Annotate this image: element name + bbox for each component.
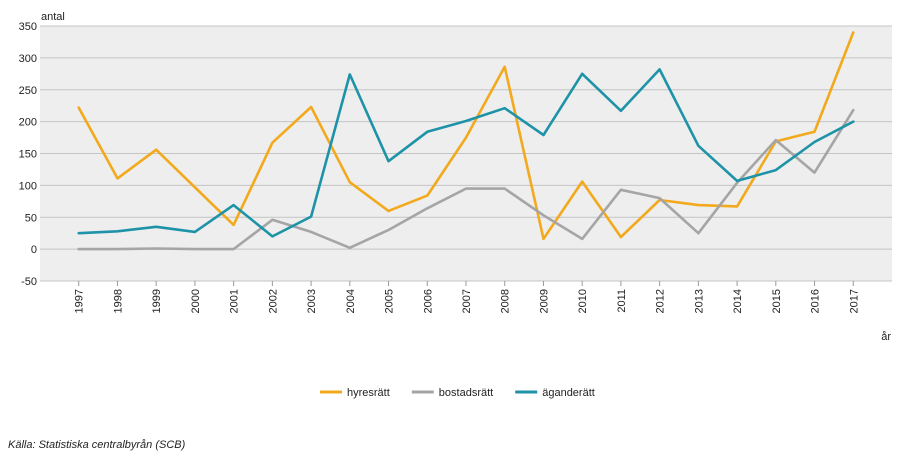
x-tick-label: 1999 [151,289,163,313]
y-tick-label: 150 [19,149,37,161]
x-axis-label: år [881,331,891,343]
legend-label: bostadsrätt [439,387,493,399]
x-tick-label: 2009 [538,289,550,313]
x-tick-label: 2003 [306,289,318,313]
legend-label: hyresrätt [347,387,390,399]
x-tick-label: 2000 [190,289,202,313]
x-tick-label: 2008 [500,289,512,313]
x-tick-label: 2015 [771,289,783,313]
y-tick-label: 250 [19,85,37,97]
series-line [77,68,855,238]
x-tick-label: 2001 [229,289,241,313]
y-tick-label: -50 [21,276,37,288]
x-tick-label: 2004 [345,289,357,313]
x-tick-label: 2005 [384,289,396,313]
y-axis: 350 300 250 200 150 100 50 0 -50 [19,21,37,288]
x-tick-label: 2006 [422,289,434,313]
y-tick-label: 300 [19,53,37,65]
x-tick-label: 2012 [655,289,667,313]
x-tick-label: 1998 [112,289,124,313]
y-tick-label: 350 [19,21,37,33]
x-tick-label: 1997 [74,289,86,313]
y-tick-label: 50 [25,212,37,224]
x-tick-label: 2007 [461,289,473,313]
x-tick-label: 2014 [732,289,744,313]
series-line [77,31,855,241]
x-tick-label: 2017 [848,289,860,313]
source-note: Källa: Statistiska centralbyrån (SCB) [8,439,186,451]
x-tick-label: 2002 [267,289,279,313]
x-tick-label: 2013 [693,289,705,313]
x-axis: 1997 1998 1999 2000 2001 2002 2003 2004 2005 2006… [74,281,860,313]
y-tick-label: 0 [31,244,37,256]
series-line [77,108,855,251]
legend: hyresrätt bostadsrätt äganderätt [320,387,595,399]
y-axis-label: antal [41,11,65,23]
y-tick-label: 200 [19,117,37,129]
y-tick-label: 100 [19,180,37,192]
series-lines [77,31,855,251]
x-tick-label: 2016 [810,289,822,313]
x-tick-label: 2011 [616,289,628,313]
legend-label: äganderätt [542,387,595,399]
x-tick-label: 2010 [577,289,589,313]
